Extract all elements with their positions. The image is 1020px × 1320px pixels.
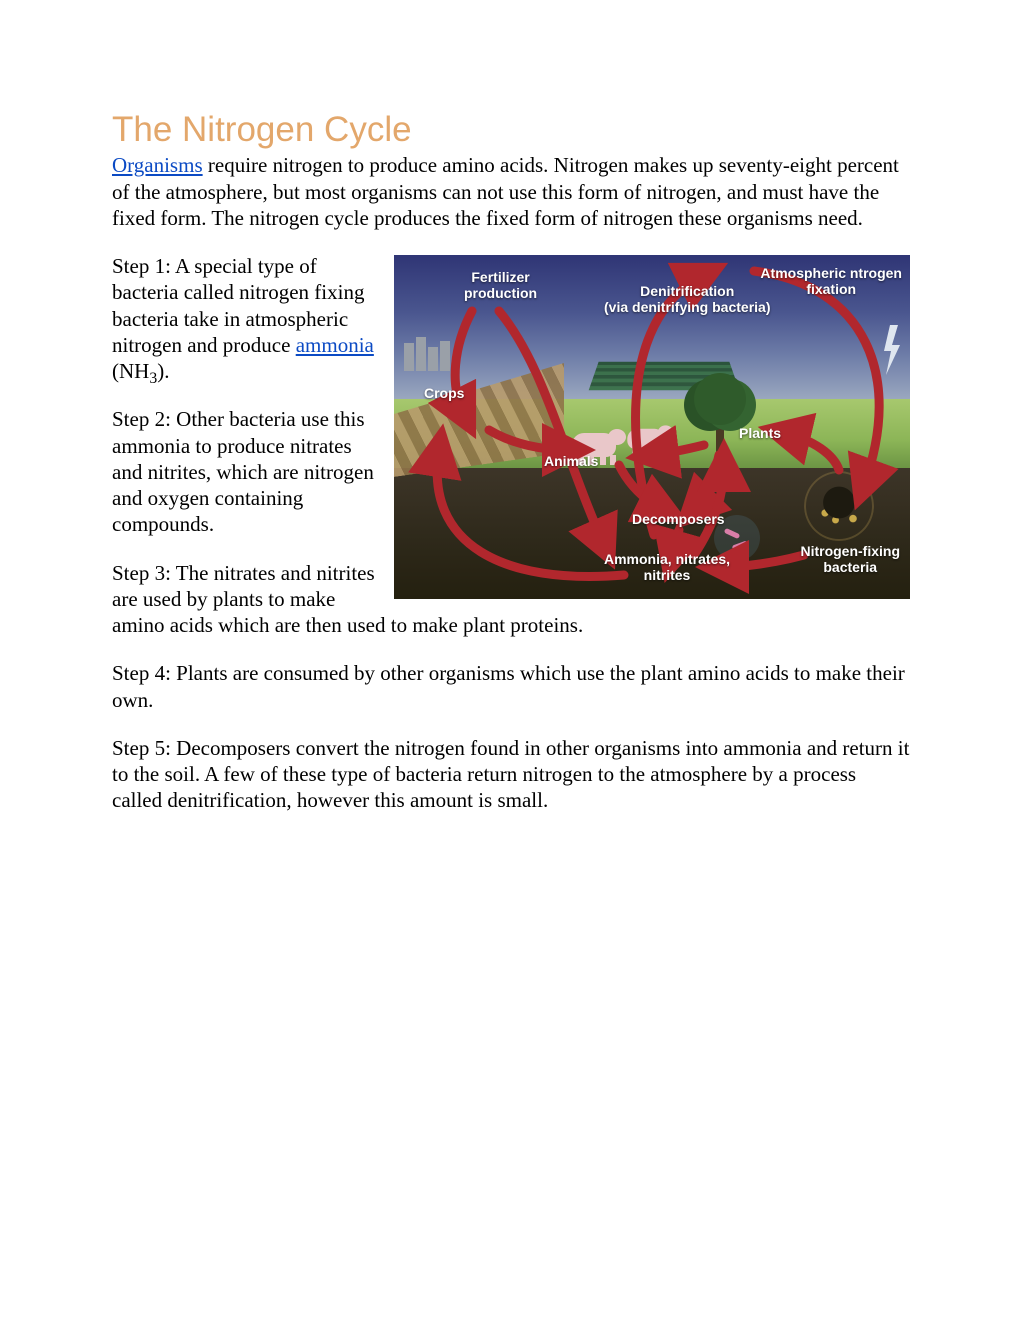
label-text: bacteria bbox=[823, 559, 877, 575]
step-1-post-open: (NH bbox=[112, 359, 149, 383]
label-plants: Plants bbox=[739, 425, 781, 441]
page-title: The Nitrogen Cycle bbox=[112, 110, 910, 150]
label-text: Ammonia, nitrates, bbox=[604, 551, 730, 567]
label-text: Nitrogen-fixing bbox=[800, 543, 900, 559]
label-crops: Crops bbox=[424, 385, 464, 401]
intro-rest: require nitrogen to produce amino acids.… bbox=[112, 153, 899, 230]
step-4: Step 4: Plants are consumed by other org… bbox=[112, 660, 910, 713]
label-ammonia: Ammonia, nitrates, nitrites bbox=[604, 551, 730, 583]
content-wrap: Fertilizer production Denitrification (v… bbox=[112, 253, 910, 836]
label-decomposers: Decomposers bbox=[632, 511, 725, 527]
label-animals: Animals bbox=[544, 453, 598, 469]
label-text: production bbox=[464, 285, 537, 301]
document-page: The Nitrogen Cycle Organisms require nit… bbox=[0, 0, 1020, 836]
label-nitrogen-fixing-bacteria: Nitrogen-fixing bacteria bbox=[800, 543, 900, 575]
label-text: Atmospheric ntrogen bbox=[760, 265, 902, 281]
label-text: nitrites bbox=[644, 567, 691, 583]
label-atmospheric-fixation: Atmospheric ntrogen fixation bbox=[760, 265, 902, 297]
step-1-post-close: ). bbox=[157, 359, 169, 383]
label-text: Fertilizer bbox=[471, 269, 529, 285]
label-denitrification: Denitrification (via denitrifying bacter… bbox=[604, 283, 770, 315]
label-text: fixation bbox=[806, 281, 856, 297]
label-fertilizer: Fertilizer production bbox=[464, 269, 537, 301]
label-text: (via denitrifying bacteria) bbox=[604, 299, 770, 315]
nitrogen-cycle-diagram: Fertilizer production Denitrification (v… bbox=[394, 255, 910, 599]
organisms-link[interactable]: Organisms bbox=[112, 153, 203, 177]
intro-paragraph: Organisms require nitrogen to produce am… bbox=[112, 152, 910, 231]
step-5: Step 5: Decomposers convert the nitrogen… bbox=[112, 735, 910, 814]
ammonia-link[interactable]: ammonia bbox=[296, 333, 374, 357]
label-text: Denitrification bbox=[640, 283, 734, 299]
